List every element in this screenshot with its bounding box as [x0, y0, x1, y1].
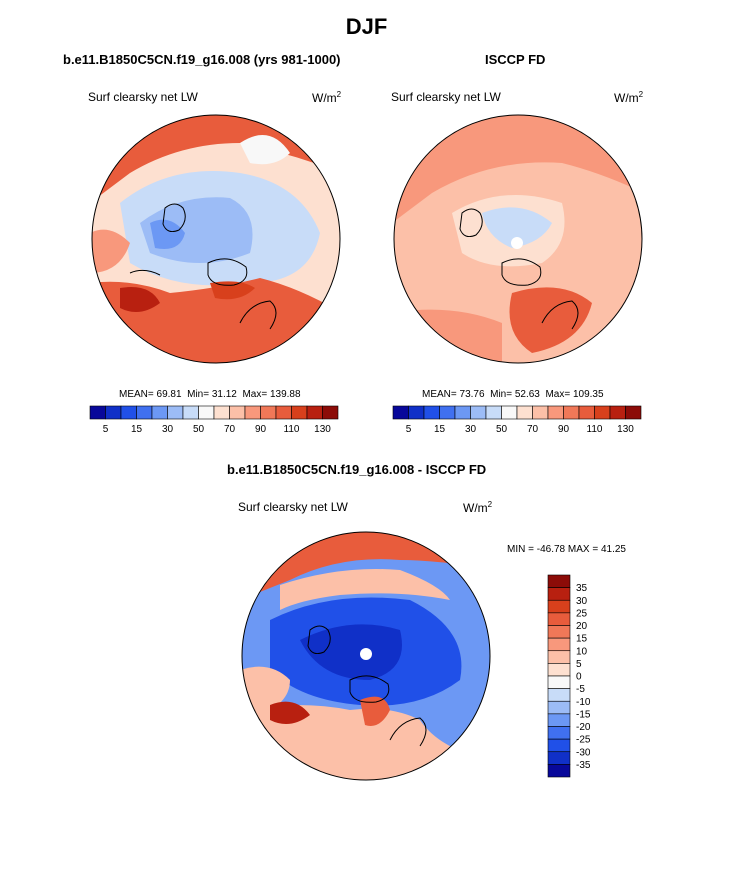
- model-polar-map: [91, 114, 341, 364]
- obs-colorbar-swatch: [532, 405, 549, 420]
- diff-colorbar-swatch: [547, 700, 571, 715]
- diff-colorbar-tick: 25: [576, 608, 588, 619]
- diff-colorbar-swatch: [547, 713, 571, 727]
- diff-stats: MIN = -46.78 MAX = 41.25: [507, 544, 626, 555]
- obs-colorbar-swatch: [454, 405, 471, 420]
- diff-colorbar-swatch: [547, 688, 571, 702]
- diff-colorbar-swatch: [547, 637, 571, 652]
- model-colorbar-swatch: [182, 405, 199, 420]
- diff-colorbar-tick: 30: [576, 596, 588, 607]
- model-colorbar-swatch: [105, 405, 122, 420]
- diff-panel-title: b.e11.B1850C5CN.f19_g16.008 - ISCCP FD: [227, 462, 487, 477]
- obs-colorbar-tick: 5: [406, 424, 412, 435]
- obs-stats: MEAN= 73.76 Min= 52.63 Max= 109.35: [422, 389, 604, 400]
- diff-colorbar-swatch: [547, 764, 571, 778]
- obs-colorbar-swatch: [408, 405, 425, 420]
- diff-colorbar-tick: 15: [576, 634, 588, 645]
- model-colorbar-tick: 110: [284, 424, 300, 435]
- model-colorbar-swatch: [167, 405, 184, 420]
- model-colorbar-swatch: [322, 405, 339, 420]
- diff-colorbar-swatch: [547, 751, 571, 765]
- model-units-label: W/m2: [312, 90, 342, 105]
- diff-colorbar-swatch: [547, 574, 571, 588]
- obs-colorbar-swatch: [625, 405, 642, 420]
- obs-colorbar-swatch: [501, 405, 518, 420]
- model-colorbar-tick: 50: [193, 424, 205, 435]
- obs-colorbar-swatch: [516, 405, 533, 420]
- model-colorbar-swatch: [291, 405, 308, 420]
- obs-colorbar-tick: 90: [558, 424, 570, 435]
- obs-colorbar-tick: 30: [465, 424, 477, 435]
- obs-colorbar-swatch: [392, 405, 409, 420]
- diff-colorbar-swatch: [547, 726, 571, 740]
- obs-colorbar-swatch: [594, 405, 611, 420]
- diff-colorbar-tick: 10: [576, 646, 588, 657]
- diff-variable-label: Surf clearsky net LW: [238, 500, 348, 514]
- obs-colorbar-swatch: [547, 405, 564, 420]
- model-colorbar-swatch: [306, 405, 323, 420]
- model-colorbar-swatch: [275, 405, 292, 420]
- obs-colorbar-tick: 110: [587, 424, 603, 435]
- diff-colorbar-swatch: [547, 625, 571, 639]
- obs-colorbar: 5 15 30 50 70 90 110 130: [392, 405, 642, 435]
- model-colorbar-swatch: [89, 405, 106, 420]
- diff-colorbar-tick: -35: [576, 760, 591, 771]
- obs-colorbar-tick: 50: [496, 424, 508, 435]
- obs-colorbar-swatch: [609, 405, 626, 420]
- obs-colorbar-swatch: [563, 405, 580, 420]
- model-colorbar: 5 15 30 50 70 90 110 130: [89, 405, 339, 435]
- model-colorbar-swatch: [213, 405, 230, 420]
- diff-colorbar-tick: -30: [576, 747, 591, 758]
- diff-colorbar-tick: 35: [576, 583, 588, 594]
- model-colorbar-tick: 15: [131, 424, 143, 435]
- diff-colorbar-tick: -15: [576, 709, 591, 720]
- model-colorbar-swatch: [151, 405, 168, 420]
- obs-variable-label: Surf clearsky net LW: [391, 90, 501, 104]
- obs-panel-title: ISCCP FD: [485, 52, 546, 67]
- model-colorbar-tick: 130: [314, 424, 331, 435]
- model-colorbar-tick: 30: [162, 424, 174, 435]
- diff-colorbar-swatch: [547, 663, 571, 677]
- model-variable-label: Surf clearsky net LW: [88, 90, 198, 104]
- obs-colorbar-swatch: [578, 405, 595, 420]
- model-colorbar-swatch: [120, 405, 137, 420]
- model-colorbar-tick: 90: [255, 424, 267, 435]
- diff-units-label: W/m2: [463, 500, 493, 515]
- diff-colorbar-tick: -20: [576, 722, 591, 733]
- diff-colorbar-tick: 20: [576, 621, 588, 632]
- model-colorbar-swatch: [244, 405, 261, 420]
- model-colorbar-tick: 5: [103, 424, 109, 435]
- model-colorbar-swatch: [136, 405, 153, 420]
- diff-colorbar-swatch: [547, 587, 571, 601]
- diff-colorbar-swatch: [547, 650, 571, 664]
- diff-colorbar-swatch: [547, 738, 571, 753]
- diff-colorbar-swatch: [547, 675, 571, 689]
- obs-colorbar-swatch: [485, 405, 502, 420]
- diff-colorbar-tick: -10: [576, 697, 591, 708]
- obs-colorbar-swatch: [423, 405, 440, 420]
- obs-colorbar-swatch: [439, 405, 456, 420]
- diff-colorbar-tick: 5: [576, 659, 582, 670]
- model-colorbar-swatch: [198, 405, 215, 420]
- diff-colorbar-tick: 0: [576, 672, 582, 683]
- page-title: DJF: [345, 14, 388, 39]
- model-panel-title: b.e11.B1850C5CN.f19_g16.008 (yrs 981-100…: [63, 52, 341, 67]
- model-colorbar-tick: 70: [224, 424, 236, 435]
- diff-polar-map: [241, 531, 491, 781]
- diff-colorbar-swatch: [547, 599, 571, 614]
- diff-colorbar-tick: -5: [576, 684, 585, 695]
- obs-colorbar-tick: 130: [617, 424, 634, 435]
- diff-colorbar-swatch: [547, 612, 571, 626]
- obs-units-label: W/m2: [614, 90, 644, 105]
- obs-polar-map: [393, 114, 643, 364]
- model-colorbar-swatch: [260, 405, 277, 420]
- model-colorbar-swatch: [229, 405, 246, 420]
- model-stats: MEAN= 69.81 Min= 31.12 Max= 139.88: [119, 389, 301, 400]
- obs-colorbar-tick: 15: [434, 424, 446, 435]
- diff-colorbar-tick: -25: [576, 735, 591, 746]
- obs-colorbar-swatch: [470, 405, 487, 420]
- obs-colorbar-tick: 70: [527, 424, 539, 435]
